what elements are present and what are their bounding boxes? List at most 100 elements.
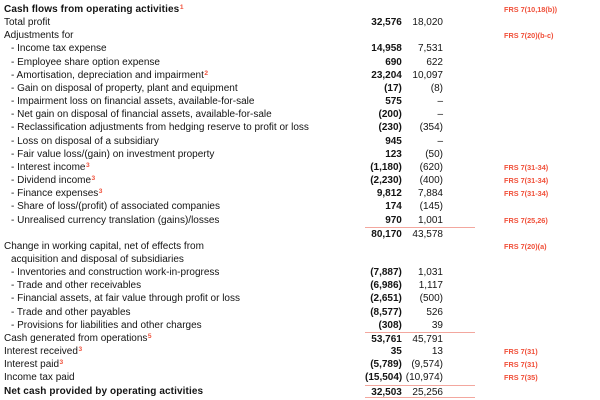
amount-prior-year: (145) xyxy=(419,201,443,213)
row-label: Net cash provided by operating activitie… xyxy=(4,385,204,397)
amounts-cell: (2,651) (500) xyxy=(365,292,475,305)
amounts-cell: 945 – xyxy=(365,135,475,148)
amount-prior-year xyxy=(402,29,443,42)
amount-current-year: (8,577) xyxy=(370,306,402,318)
table-row: - Employee share option expense 690 622 xyxy=(4,56,600,69)
row-label-cell: - Provisions for liabilities and other c… xyxy=(4,319,365,332)
amounts-cell: 23,204 10,097 xyxy=(365,69,475,82)
table-row: - Trade and other payables (8,577) 526 xyxy=(4,306,600,319)
frs-reference xyxy=(504,121,566,134)
amounts-cell: (5,789) (9,574) xyxy=(365,358,475,371)
row-label: - Gain on disposal of property, plant an… xyxy=(11,82,238,94)
row-label-cell: - Finance expenses3 xyxy=(4,187,365,200)
amount-prior-year: 1,117 xyxy=(418,280,443,292)
row-label: - Provisions for liabilities and other c… xyxy=(11,319,202,331)
table-row: - Amortisation, depreciation and impairm… xyxy=(4,69,600,82)
amount-prior-year: 25,256 xyxy=(412,386,443,398)
amounts-cell xyxy=(365,240,475,253)
table-row: 80,170 43,578 xyxy=(4,226,600,240)
row-label-cell: Net cash provided by operating activitie… xyxy=(4,385,365,398)
row-label: - Share of loss/(profit) of associated c… xyxy=(11,201,220,213)
table-row: - Provisions for liabilities and other c… xyxy=(4,319,600,332)
table-row: - Trade and other receivables (6,986) 1,… xyxy=(4,279,600,292)
frs-reference: FRS 7(25,26) xyxy=(504,215,548,225)
row-label-cell: - Trade and other receivables xyxy=(4,279,365,292)
row-label: Change in working capital, net of effect… xyxy=(4,240,204,252)
amount-prior-year: – xyxy=(437,109,443,121)
footnote-superscript: 1 xyxy=(179,4,184,11)
row-label: - Income tax expense xyxy=(11,43,107,55)
footnote-superscript: 2 xyxy=(204,69,209,77)
frs-reference: FRS 7(31-34) xyxy=(504,189,549,199)
amounts-cell: (200) – xyxy=(365,108,475,121)
table-row: Cash generated from operations5 53,761 4… xyxy=(4,331,600,345)
amount-current-year: 174 xyxy=(385,201,402,213)
row-label-cell: - Income tax expense xyxy=(4,42,365,55)
table-row: Net cash provided by operating activitie… xyxy=(4,384,600,398)
amounts-cell: 14,958 7,531 xyxy=(365,42,475,55)
frs-reference: FRS 7(31-34) xyxy=(504,176,549,186)
footnote-superscript: 3 xyxy=(85,161,90,169)
amount-current-year: 575 xyxy=(385,96,402,108)
row-label-cell: Interest paid3 xyxy=(4,358,365,371)
row-label: - Amortisation, depreciation and impairm… xyxy=(11,69,204,81)
row-label-cell: - Interest income3 xyxy=(4,161,365,174)
amounts-cell: 53,761 45,791 xyxy=(365,331,475,345)
amount-prior-year: – xyxy=(437,96,443,108)
amount-prior-year: (354) xyxy=(419,122,443,134)
footnote-superscript: 3 xyxy=(78,346,83,354)
table-row: Interest received3 35 13 FRS 7(31) xyxy=(4,345,600,358)
table-row: - Impairment loss on financial assets, a… xyxy=(4,95,600,108)
row-label: - Finance expenses xyxy=(11,188,99,200)
amount-current-year: 14,958 xyxy=(371,43,402,55)
amount-prior-year: 18,020 xyxy=(412,17,443,29)
amount-prior-year xyxy=(402,3,443,16)
frs-reference xyxy=(504,56,566,69)
row-label: Interest received xyxy=(4,346,78,358)
frs-reference xyxy=(504,82,566,95)
row-label-cell: - Unrealised currency translation (gains… xyxy=(4,214,365,227)
footnote-superscript: 3 xyxy=(98,188,103,196)
frs-reference xyxy=(504,332,566,345)
amounts-cell: (7,887) 1,031 xyxy=(365,266,475,279)
frs-reference xyxy=(504,253,566,266)
row-label: - Fair value loss/(gain) on investment p… xyxy=(11,148,215,160)
table-row: - Share of loss/(profit) of associated c… xyxy=(4,200,600,213)
table-row: - Income tax expense 14,958 7,531 xyxy=(4,42,600,55)
row-label: Cash generated from operations xyxy=(4,332,148,344)
amount-prior-year: – xyxy=(437,135,443,147)
amount-prior-year: (50) xyxy=(425,148,443,160)
frs-reference xyxy=(504,135,566,148)
amount-current-year: (230) xyxy=(378,122,402,134)
amount-current-year: 32,576 xyxy=(371,17,402,29)
row-label-cell: acquisition and disposal of subsidiaries xyxy=(4,253,365,266)
table-row: acquisition and disposal of subsidiaries xyxy=(4,253,600,266)
amounts-cell: (230) (354) xyxy=(365,121,475,134)
row-label: - Impairment loss on financial assets, a… xyxy=(11,96,255,108)
row-label-cell: Cash flows from operating activities1 xyxy=(4,3,365,16)
amounts-cell: (8,577) 526 xyxy=(365,306,475,319)
row-label: - Trade and other payables xyxy=(11,306,131,318)
table-row: - Interest income3 (1,180) (620) FRS 7(3… xyxy=(4,161,600,174)
amount-current-year xyxy=(365,3,402,16)
row-label-cell: - Trade and other payables xyxy=(4,306,365,319)
amount-prior-year: 622 xyxy=(426,56,443,68)
frs-reference: FRS 7(35) xyxy=(504,373,538,383)
amount-current-year: (15,504) xyxy=(365,372,403,384)
amount-prior-year: (9,574) xyxy=(411,359,443,371)
row-label: acquisition and disposal of subsidiaries xyxy=(11,253,184,265)
row-label: Adjustments for xyxy=(4,30,74,42)
row-label-cell: Interest received3 xyxy=(4,345,365,358)
row-label-cell: - Reclassification adjustments from hedg… xyxy=(4,121,365,134)
amount-current-year: 35 xyxy=(390,346,402,358)
amount-prior-year: 526 xyxy=(426,306,443,318)
frs-reference: FRS 7(31) xyxy=(504,347,538,357)
footnote-superscript: 5 xyxy=(147,332,152,340)
table-row: Change in working capital, net of effect… xyxy=(4,240,600,253)
amount-prior-year xyxy=(402,240,443,253)
frs-reference xyxy=(504,279,566,292)
footnote-superscript: 3 xyxy=(59,359,64,367)
table-row: - Loss on disposal of a subsidiary 945 – xyxy=(4,135,600,148)
amounts-cell xyxy=(365,29,475,42)
amount-current-year: (2,651) xyxy=(370,293,402,305)
